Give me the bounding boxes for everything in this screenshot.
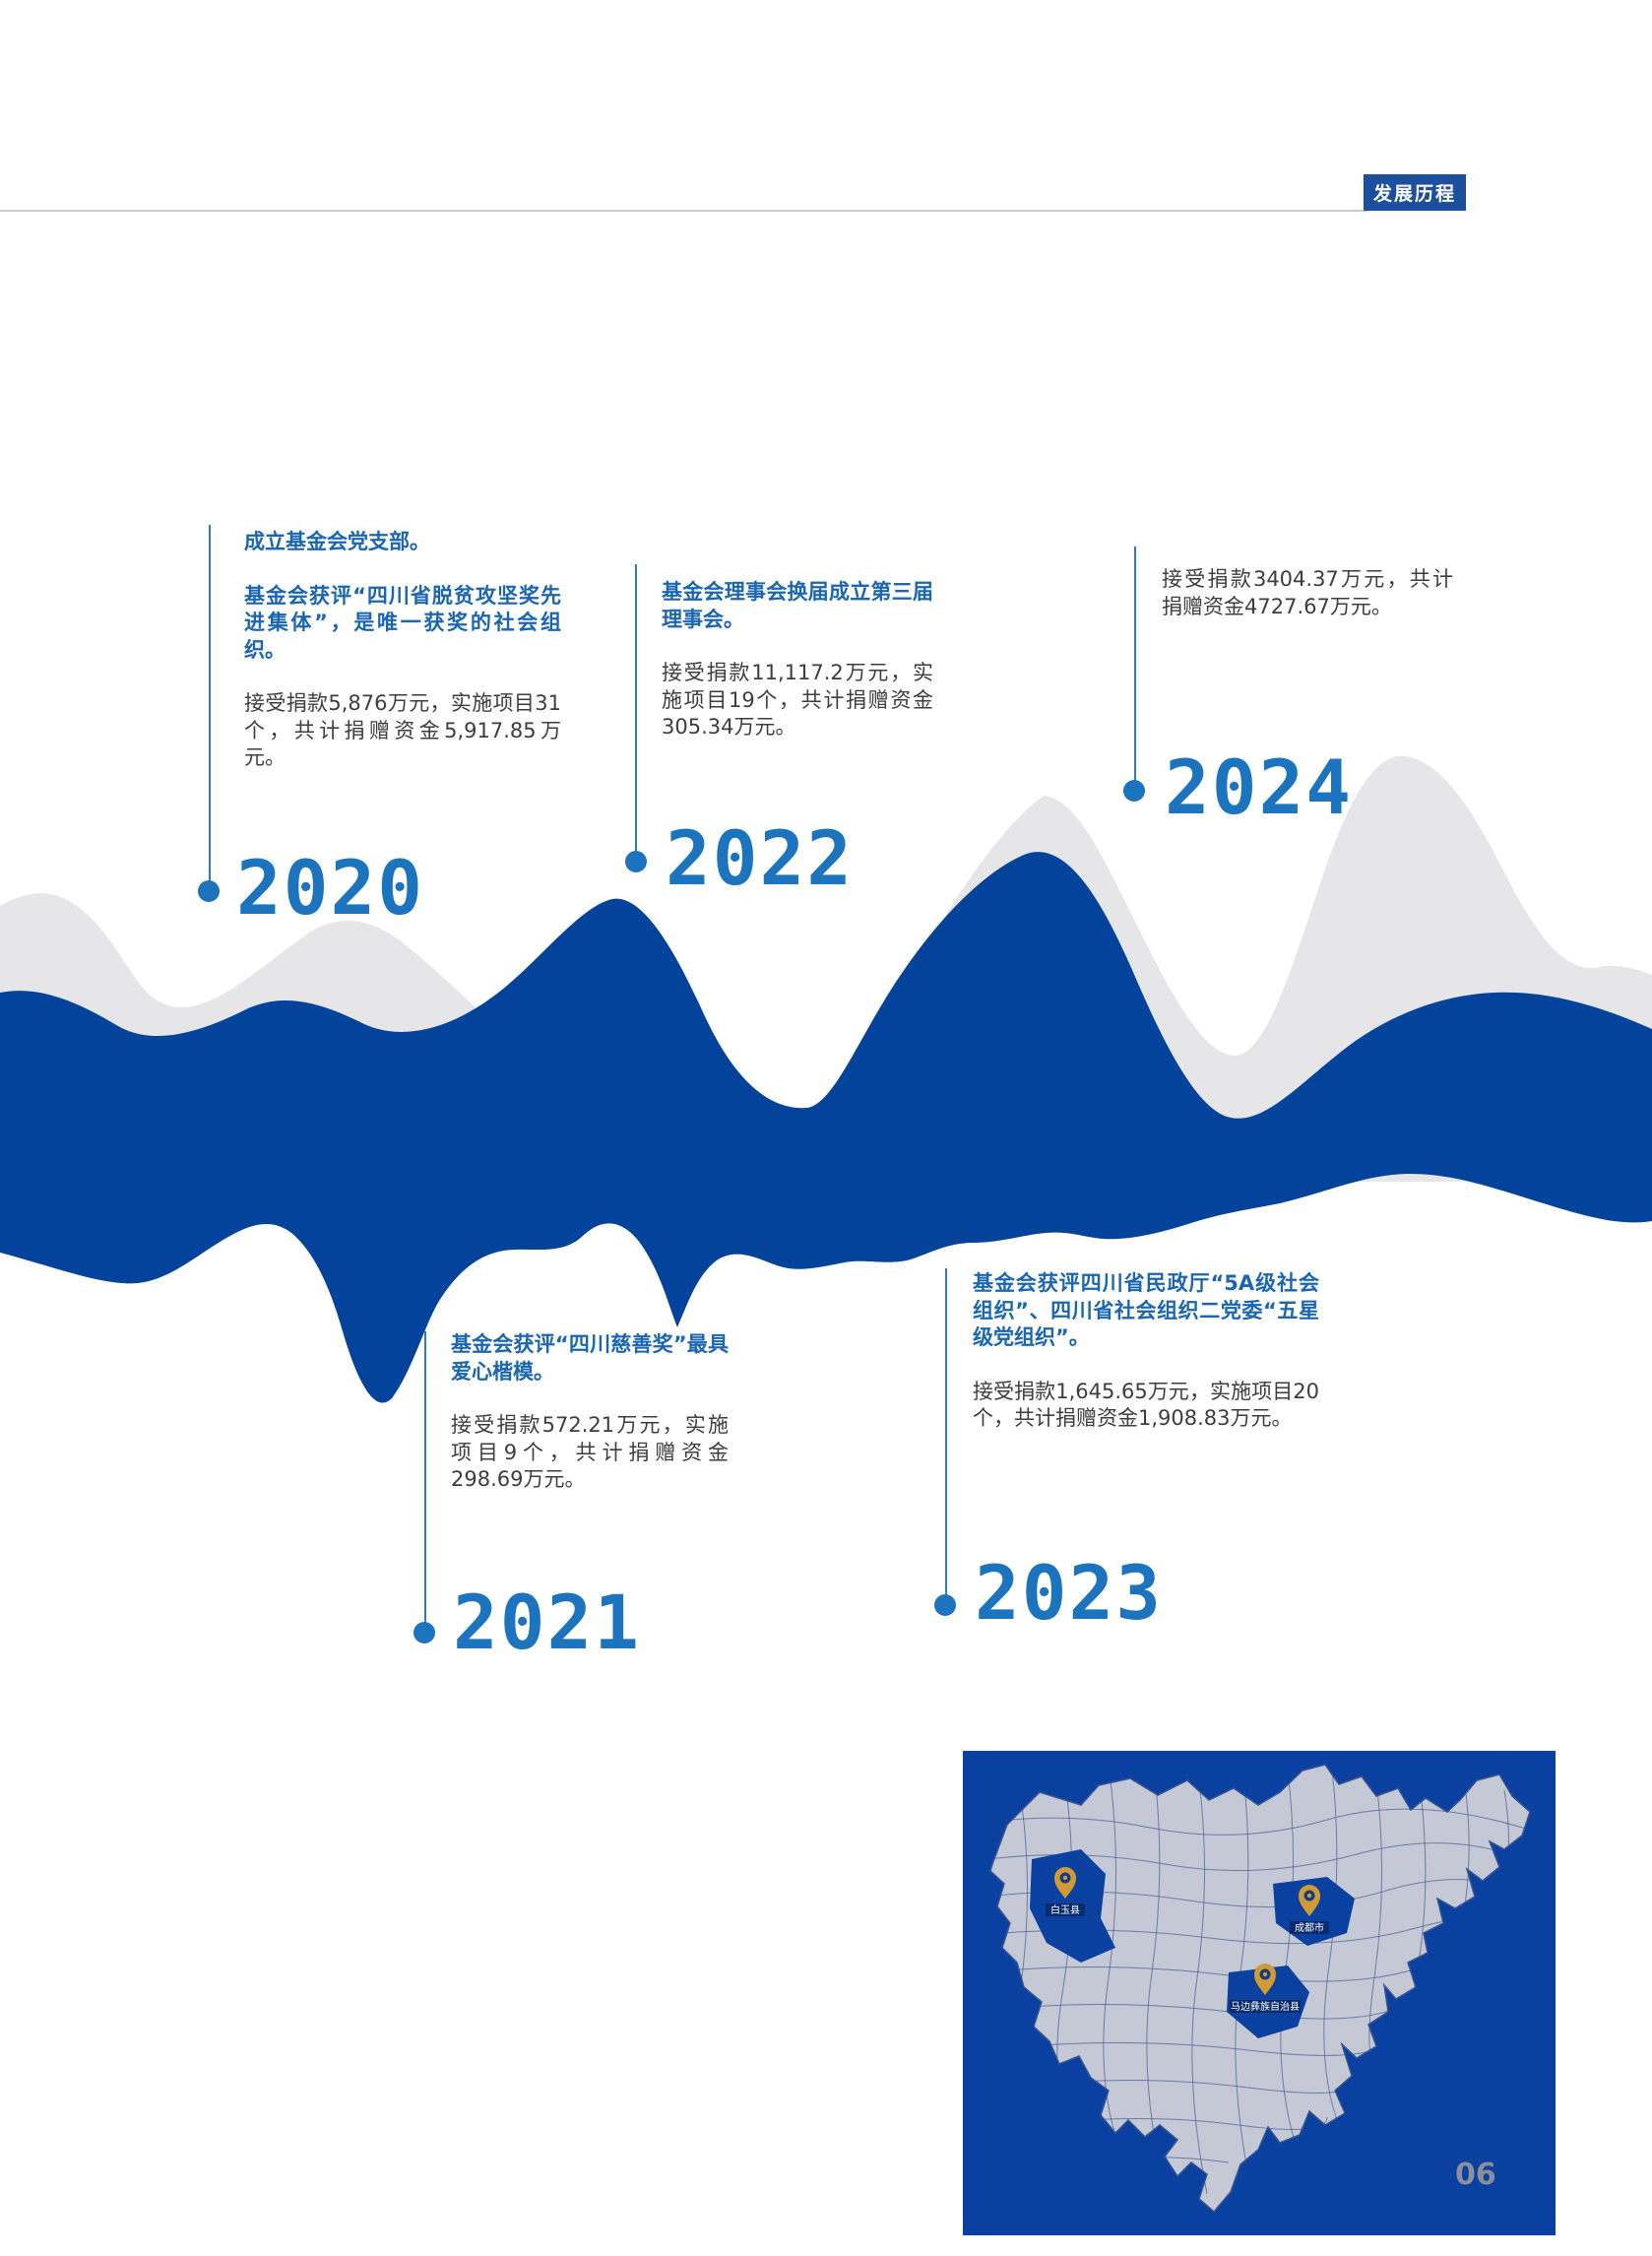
timeline-dot	[1123, 780, 1145, 802]
sichuan-map-panel: 白玉县 成都市 马边彝族自治县 06	[963, 1751, 1556, 2235]
milestone-text: 基金会理事会换届成立第三届理事会。	[662, 580, 933, 631]
stats-text: 接受捐款3404.37万元，共计捐赠资金4727.67万元。	[1162, 567, 1453, 618]
timeline-texts: 接受捐款3404.37万元，共计捐赠资金4727.67万元。	[1162, 566, 1453, 647]
pin-label-bg	[1230, 2000, 1301, 2013]
timeline-texts: 基金会获评“四川慈善奖”最具爱心楷模。 接受捐款572.21万元，实施项目9个，…	[451, 1331, 729, 1520]
timeline-dot	[625, 851, 647, 872]
timeline-year: 2024	[1165, 743, 1354, 831]
milestone-text: 基金会获评四川省民政厅“5A级社会组织”、四川省社会组织二党委“五星级党组织”。	[973, 1271, 1319, 1349]
pin-label: 白玉县	[1050, 1903, 1080, 1916]
timeline-texts: 基金会获评四川省民政厅“5A级社会组织”、四川省社会组织二党委“五星级党组织”。…	[973, 1270, 1319, 1459]
location-pin-icon: 白玉县	[1046, 1867, 1085, 1916]
header-rule	[0, 210, 1368, 212]
stats-text: 接受捐款11,117.2万元，实施项目19个，共计捐赠资金305.34万元。	[662, 661, 933, 739]
stats-text: 接受捐款1,645.65万元，实施项目20个，共计捐赠资金1,908.83万元。	[973, 1379, 1319, 1431]
timeline-connector	[209, 525, 211, 891]
timeline-connector	[945, 1268, 947, 1605]
blue-ribbon-wave	[0, 852, 1652, 1403]
location-pin-icon: 成都市	[1290, 1885, 1329, 1934]
milestone-text: 基金会获评“四川慈善奖”最具爱心楷模。	[451, 1332, 729, 1384]
section-badge: 发展历程	[1364, 174, 1466, 211]
timeline-year: 2023	[975, 1549, 1164, 1637]
stats-text: 接受捐款572.21万元，实施项目9个，共计捐赠资金298.69万元。	[451, 1413, 729, 1491]
pin-label-bg	[1046, 1903, 1085, 1916]
milestone-text: 基金会获评“四川省脱贫攻坚奖先进集体”，是唯一获奖的社会组织。	[244, 583, 561, 662]
location-pin-icon: 马边彝族自治县	[1230, 1964, 1301, 2013]
milestone-text: 成立基金会党支部。	[244, 530, 430, 553]
timeline-year: 2020	[236, 844, 425, 932]
stats-text: 接受捐款5,876万元，实施项目31个，共计捐赠资金5,917.85万元。	[244, 691, 561, 769]
timeline-year: 2021	[453, 1579, 642, 1666]
pin-label: 成都市	[1295, 1921, 1324, 1934]
pin-label-bg	[1290, 1921, 1329, 1934]
timeline-year: 2022	[666, 814, 855, 902]
timeline-connector	[635, 564, 637, 860]
page-number: 06	[1455, 2158, 1496, 2192]
timeline-connector	[1134, 547, 1136, 791]
timeline-texts: 基金会理事会换届成立第三届理事会。 接受捐款11,117.2万元，实施项目19个…	[662, 579, 933, 768]
timeline-dot	[198, 880, 220, 902]
timeline-dot	[934, 1594, 956, 1616]
timeline-texts: 成立基金会党支部。 基金会获评“四川省脱贫攻坚奖先进集体”，是唯一获奖的社会组织…	[244, 529, 561, 799]
timeline-dot	[413, 1622, 435, 1644]
timeline-connector	[424, 1331, 426, 1633]
pin-label: 马边彝族自治县	[1231, 2000, 1300, 2013]
